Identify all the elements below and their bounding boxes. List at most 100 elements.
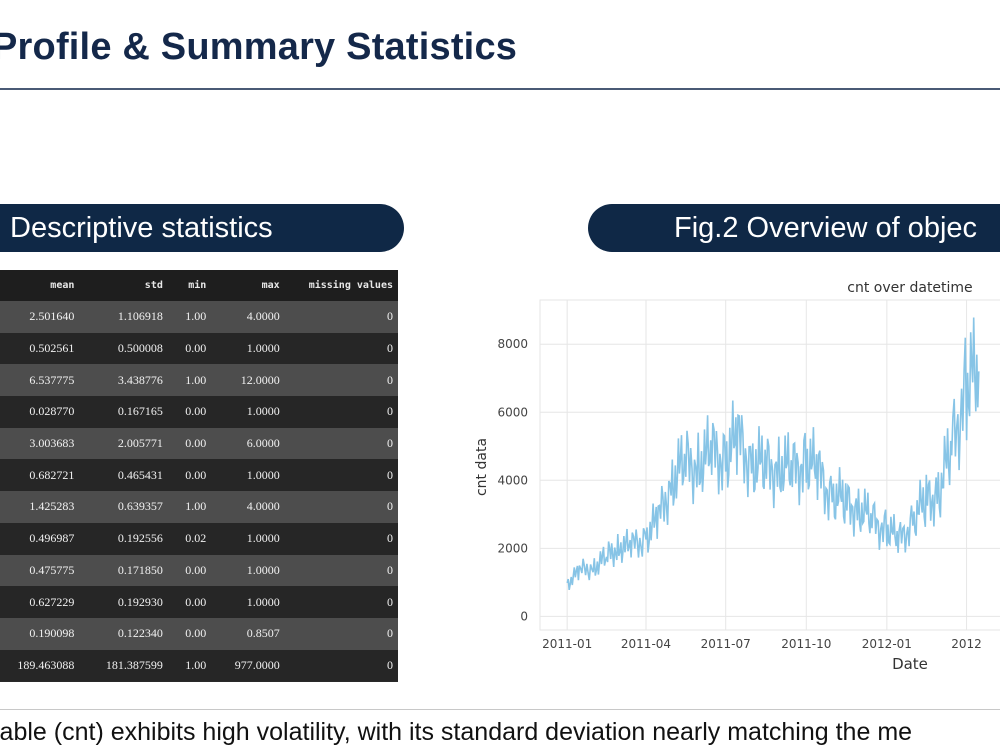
cell-max: 4.0000 xyxy=(211,301,285,333)
cell-min: 0.00 xyxy=(167,586,212,618)
section-header-label: Fig.2 Overview of objec xyxy=(674,212,978,244)
x-axis-label: Date xyxy=(892,655,928,673)
cell-std: 0.639357 xyxy=(79,491,168,523)
column-header-missing-values: missing values xyxy=(284,270,398,301)
table-row: 0.496987 0.192556 0.02 1.0000 0 xyxy=(0,522,398,555)
cell-max: 0.8507 xyxy=(211,617,285,650)
cell-mean: 0.627229 xyxy=(0,586,80,618)
y-tick-label: 6000 xyxy=(497,405,528,419)
x-tick-label: 2011-07 xyxy=(701,637,751,651)
cell-mean: 0.682721 xyxy=(0,459,80,492)
cell-missing-values: 0 xyxy=(284,427,398,460)
table-row: 0.475775 0.171850 0.00 1.0000 0 xyxy=(0,554,398,587)
cell-mean: 2.501640 xyxy=(0,301,80,333)
cell-missing-values: 0 xyxy=(284,332,398,365)
cell-max: 4.0000 xyxy=(211,491,285,523)
cell-std: 2.005771 xyxy=(79,427,168,460)
y-tick-label: 0 xyxy=(520,609,528,623)
cell-missing-values: 0 xyxy=(284,554,398,587)
column-header-std: std xyxy=(79,270,168,301)
cell-max: 1.0000 xyxy=(211,332,285,365)
cell-missing-values: 0 xyxy=(284,301,398,333)
cell-mean: 0.496987 xyxy=(0,522,80,555)
table-row: 0.502561 0.500008 0.00 1.0000 0 xyxy=(0,332,398,365)
stats-table: mean std min max missing values 2.501640… xyxy=(0,270,398,682)
cell-missing-values: 0 xyxy=(284,522,398,555)
y-tick-label: 4000 xyxy=(497,473,528,487)
cell-std: 3.438776 xyxy=(79,364,168,397)
table-row: 0.028770 0.167165 0.00 1.0000 0 xyxy=(0,396,398,428)
x-tick-label: 2012-01 xyxy=(862,637,912,651)
bottom-divider xyxy=(0,709,1000,710)
cell-missing-values: 0 xyxy=(284,617,398,650)
cell-max: 1.0000 xyxy=(211,554,285,587)
x-tick-label: 2011-01 xyxy=(542,637,592,651)
table-row: 6.537775 3.438776 1.00 12.0000 0 xyxy=(0,364,398,397)
y-tick-label: 2000 xyxy=(497,541,528,555)
cell-missing-values: 0 xyxy=(284,459,398,492)
cell-max: 1.0000 xyxy=(211,459,285,492)
cell-min: 0.00 xyxy=(167,617,212,650)
cell-std: 0.192556 xyxy=(79,522,168,555)
cell-mean: 6.537775 xyxy=(0,364,80,397)
column-header-min: min xyxy=(167,270,212,301)
cell-min: 0.00 xyxy=(167,427,212,460)
cell-missing-values: 0 xyxy=(284,491,398,523)
y-axis-ticks: 0 2000 4000 6000 8000 xyxy=(497,337,528,623)
cell-missing-values: 0 xyxy=(284,396,398,428)
cell-mean: 0.190098 xyxy=(0,617,80,650)
cell-std: 0.171850 xyxy=(79,554,168,587)
table-row: 0.682721 0.465431 0.00 1.0000 0 xyxy=(0,459,398,492)
cell-min: 1.00 xyxy=(167,649,212,682)
page-title: Profile & Summary Statistics xyxy=(0,26,518,68)
cell-std: 181.387599 xyxy=(79,649,168,682)
y-tick-label: 8000 xyxy=(497,337,528,351)
cell-std: 0.122340 xyxy=(79,617,168,650)
cell-mean: 0.475775 xyxy=(0,554,80,587)
column-header-mean: mean xyxy=(0,270,80,301)
cell-std: 0.192930 xyxy=(79,586,168,618)
descriptive-statistics-table: mean std min max missing values 2.501640… xyxy=(0,270,398,682)
cell-mean: 1.425283 xyxy=(0,491,80,523)
cell-mean: 0.502561 xyxy=(0,332,80,365)
cell-max: 12.0000 xyxy=(211,364,285,397)
plot-frame xyxy=(539,299,1000,631)
cell-min: 0.00 xyxy=(167,554,212,587)
cell-std: 1.106918 xyxy=(79,301,168,333)
cell-mean: 0.028770 xyxy=(0,396,80,428)
cell-min: 1.00 xyxy=(167,301,212,333)
cell-missing-values: 0 xyxy=(284,364,398,397)
table-row: 0.627229 0.192930 0.00 1.0000 0 xyxy=(0,586,398,618)
section-header-descriptive-statistics: Descriptive statistics xyxy=(0,204,404,252)
cell-max: 1.0000 xyxy=(211,522,285,555)
table-row: 2.501640 1.106918 1.00 4.0000 0 xyxy=(0,301,398,333)
section-header-figure-2: Fig.2 Overview of objec xyxy=(588,204,1000,252)
summary-text: iable (cnt) exhibits high volatility, wi… xyxy=(0,718,913,746)
cell-max: 1.0000 xyxy=(211,396,285,428)
title-divider xyxy=(0,88,1000,90)
cnt-over-datetime-chart: cnt over datetime 0 2000 4000 6000 8000 2011… xyxy=(460,268,1000,680)
column-header-max: max xyxy=(211,270,285,301)
cell-missing-values: 0 xyxy=(284,649,398,682)
cell-max: 977.0000 xyxy=(211,649,285,682)
cell-min: 0.00 xyxy=(167,396,212,428)
cell-mean: 189.463088 xyxy=(0,649,80,682)
table-row: 0.190098 0.122340 0.00 0.8507 0 xyxy=(0,617,398,650)
table-row: 1.425283 0.639357 1.00 4.0000 0 xyxy=(0,491,398,523)
chart-title: cnt over datetime xyxy=(847,280,972,296)
x-tick-label: 2011-04 xyxy=(621,637,671,651)
x-tick-label: 2012 xyxy=(951,637,982,651)
cell-min: 0.00 xyxy=(167,332,212,365)
table-body: 2.501640 1.106918 1.00 4.0000 0 0.502561 0.500… xyxy=(0,301,398,682)
table-row: 3.003683 2.005771 0.00 6.0000 0 xyxy=(0,427,398,460)
cell-max: 6.0000 xyxy=(211,427,285,460)
table-row: 189.463088 181.387599 1.00 977.0000 0 xyxy=(0,649,398,682)
cell-missing-values: 0 xyxy=(284,586,398,618)
cell-min: 1.00 xyxy=(167,491,212,523)
x-tick-label: 2011-10 xyxy=(781,637,831,651)
chart-svg: cnt over datetime 0 2000 4000 6000 8000 2011… xyxy=(474,280,1000,673)
cell-min: 1.00 xyxy=(167,364,212,397)
cell-std: 0.465431 xyxy=(79,459,168,492)
cnt-series-line xyxy=(566,317,980,591)
x-axis-ticks: 2011-01 2011-04 2011-07 2011-10 2012-01 2012 xyxy=(542,637,982,651)
